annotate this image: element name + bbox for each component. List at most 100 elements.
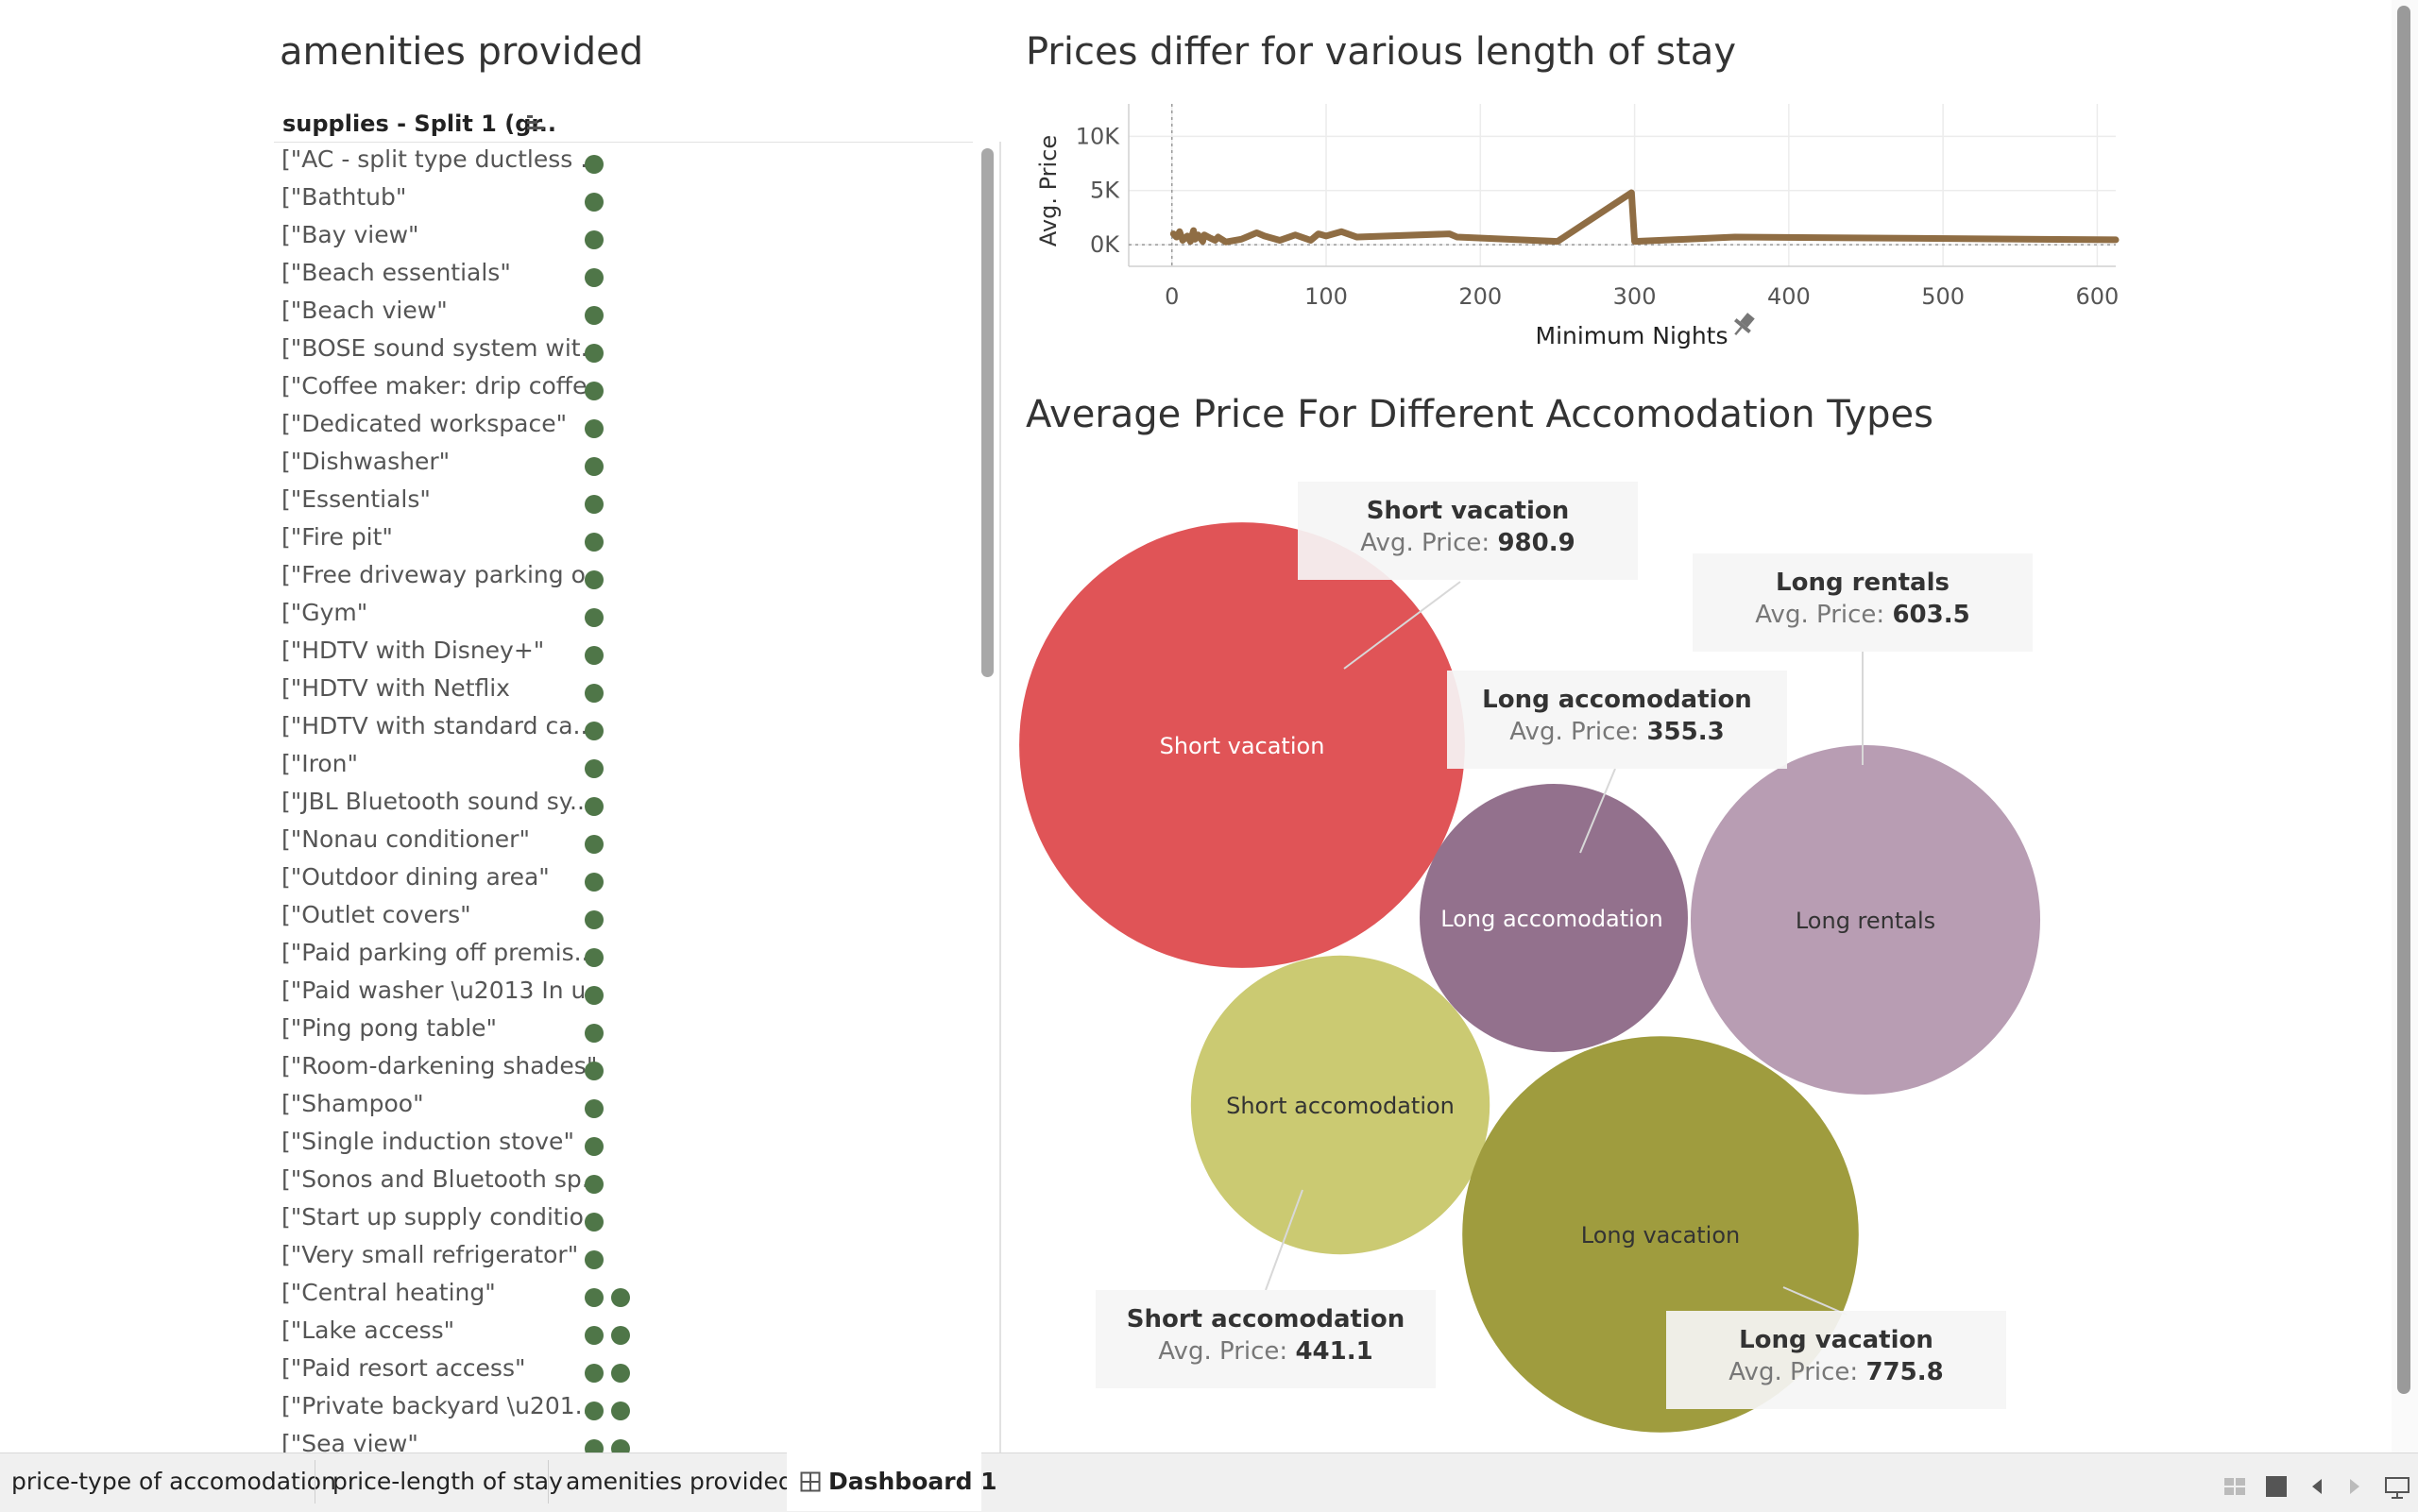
amenity-row[interactable]: ["Private backyard \u201.. — [274, 1390, 973, 1428]
amenity-row[interactable]: ["Coffee maker: drip coffe.. — [274, 370, 973, 408]
amenity-mark[interactable] — [585, 1175, 604, 1194]
amenity-mark[interactable] — [611, 1288, 630, 1307]
amenity-row[interactable]: ["Outdoor dining area" — [274, 861, 973, 899]
x-axis-label: Minimum Nights — [1536, 322, 1728, 349]
amenity-mark[interactable] — [611, 1326, 630, 1345]
sort-icon[interactable] — [525, 112, 546, 133]
amenity-row[interactable]: ["HDTV with Netflix — [274, 672, 973, 710]
line-chart[interactable]: 0 100 200 300 400 500 600 0K 5K 10K Avg. Price Mini… — [1020, 94, 2125, 368]
amenity-mark[interactable] — [585, 193, 604, 212]
presentation-mode-icon[interactable] — [2384, 1475, 2410, 1500]
amenity-mark[interactable] — [585, 382, 604, 400]
amenity-mark[interactable] — [585, 1024, 604, 1043]
amenity-mark[interactable] — [585, 1137, 604, 1156]
amenity-row[interactable]: ["Paid parking off premis.. — [274, 937, 973, 975]
sheet-sorter-icon[interactable] — [2223, 1477, 2246, 1496]
amenity-row[interactable]: ["Ping pong table" — [274, 1012, 973, 1050]
x-tick-label: 600 — [2076, 283, 2120, 310]
amenity-mark[interactable] — [585, 759, 604, 778]
amenity-mark[interactable] — [585, 1250, 604, 1269]
amenity-mark[interactable] — [585, 722, 604, 740]
tab-price-length-of-stay[interactable]: price-length of stay — [332, 1468, 563, 1495]
tab-price-type-of-accomodation[interactable]: price-type of accomodation — [11, 1468, 336, 1495]
amenity-mark[interactable] — [585, 1439, 604, 1453]
filmstrip-icon[interactable] — [2266, 1476, 2287, 1497]
amenity-mark[interactable] — [585, 306, 604, 325]
amenity-mark[interactable] — [585, 1062, 604, 1080]
amenity-mark[interactable] — [585, 910, 604, 929]
amenity-row[interactable]: ["Paid washer \u2013 In u.. — [274, 975, 973, 1012]
amenity-mark[interactable] — [585, 1402, 604, 1420]
amenity-mark[interactable] — [585, 1213, 604, 1232]
amenity-label: ["Beach view" — [281, 297, 448, 324]
amenity-mark[interactable] — [585, 986, 604, 1005]
amenity-mark[interactable] — [585, 155, 604, 174]
amenity-row[interactable]: ["Very small refrigerator" — [274, 1239, 973, 1277]
amenity-row[interactable]: ["Nonau conditioner" — [274, 824, 973, 861]
amenity-mark[interactable] — [585, 873, 604, 892]
amenity-row[interactable]: ["AC - split type ductless .. — [274, 144, 973, 181]
amenity-row[interactable]: ["Start up supply conditio.. — [274, 1201, 973, 1239]
next-sheet-icon[interactable] — [2348, 1477, 2361, 1496]
amenities-column-header[interactable]: supplies - Split 1 (gr.. — [282, 110, 557, 137]
amenity-row[interactable]: ["Bathtub" — [274, 181, 973, 219]
amenity-row[interactable]: ["Gym" — [274, 597, 973, 635]
amenity-row[interactable]: ["Single induction stove" — [274, 1126, 973, 1164]
amenity-mark[interactable] — [585, 533, 604, 552]
amenity-row[interactable]: ["Outlet covers" — [274, 899, 973, 937]
amenity-mark[interactable] — [611, 1439, 630, 1453]
amenity-row[interactable]: ["Sonos and Bluetooth sp.. — [274, 1164, 973, 1201]
amenity-mark[interactable] — [585, 419, 604, 438]
amenity-row[interactable]: ["Essentials" — [274, 484, 973, 521]
amenity-row[interactable]: ["Dishwasher" — [274, 446, 973, 484]
amenity-row[interactable]: ["Paid resort access" — [274, 1352, 973, 1390]
amenity-row[interactable]: ["Shampoo" — [274, 1088, 973, 1126]
amenity-row[interactable]: ["Beach view" — [274, 295, 973, 332]
amenity-row[interactable]: ["JBL Bluetooth sound sy.. — [274, 786, 973, 824]
window-scrollbar-thumb[interactable] — [2397, 6, 2410, 1394]
amenity-row[interactable]: ["Free driveway parking o.. — [274, 559, 973, 597]
amenity-mark[interactable] — [585, 230, 604, 249]
bubble-label: Long rentals — [1796, 908, 1935, 934]
amenities-scrollbar-thumb[interactable] — [981, 148, 994, 677]
amenity-mark[interactable] — [611, 1364, 630, 1383]
amenity-mark[interactable] — [585, 835, 604, 854]
amenity-row[interactable]: ["Beach essentials" — [274, 257, 973, 295]
amenity-mark[interactable] — [585, 495, 604, 514]
amenity-mark[interactable] — [585, 608, 604, 627]
amenity-mark[interactable] — [585, 1288, 604, 1307]
amenity-row[interactable]: ["Iron" — [274, 748, 973, 786]
callout-value: Avg. Price: 775.8 — [1728, 1358, 1944, 1386]
amenity-row[interactable]: ["BOSE sound system wit.. — [274, 332, 973, 370]
amenity-row[interactable]: ["HDTV with standard ca.. — [274, 710, 973, 748]
amenity-mark[interactable] — [585, 1099, 604, 1118]
y-tick-label: 5K — [1090, 178, 1120, 204]
amenity-label: ["Free driveway parking o.. — [281, 561, 601, 588]
previous-sheet-icon[interactable] — [2310, 1477, 2324, 1496]
amenities-list[interactable]: ["AC - split type ductless .. ["Bathtub" [… — [274, 144, 973, 1453]
tab-amenities-provided[interactable]: amenities provided — [566, 1468, 793, 1495]
amenity-mark[interactable] — [585, 268, 604, 287]
amenity-row[interactable]: ["Sea view" — [274, 1428, 973, 1453]
amenity-row[interactable]: ["Central heating" — [274, 1277, 973, 1315]
amenity-mark[interactable] — [585, 684, 604, 703]
amenity-mark[interactable] — [611, 1402, 630, 1420]
amenity-row[interactable]: ["Lake access" — [274, 1315, 973, 1352]
amenity-row[interactable]: ["Bay view" — [274, 219, 973, 257]
amenity-mark[interactable] — [585, 344, 604, 363]
callout-leader-line — [1782, 1286, 1848, 1316]
amenity-label: ["Ping pong table" — [281, 1014, 498, 1042]
amenity-mark[interactable] — [585, 948, 604, 967]
tab-dashboard-1[interactable]: Dashboard 1 — [787, 1453, 997, 1511]
amenity-mark[interactable] — [585, 1326, 604, 1345]
amenity-mark[interactable] — [585, 570, 604, 589]
amenity-row[interactable]: ["HDTV with Disney+" — [274, 635, 973, 672]
amenity-row[interactable]: ["Room-darkening shades" — [274, 1050, 973, 1088]
amenity-row[interactable]: ["Fire pit" — [274, 521, 973, 559]
callout-leader-line — [1343, 581, 1461, 670]
amenity-mark[interactable] — [585, 457, 604, 476]
amenity-mark[interactable] — [585, 1364, 604, 1383]
amenity-mark[interactable] — [585, 797, 604, 816]
amenity-mark[interactable] — [585, 646, 604, 665]
amenity-row[interactable]: ["Dedicated workspace" — [274, 408, 973, 446]
